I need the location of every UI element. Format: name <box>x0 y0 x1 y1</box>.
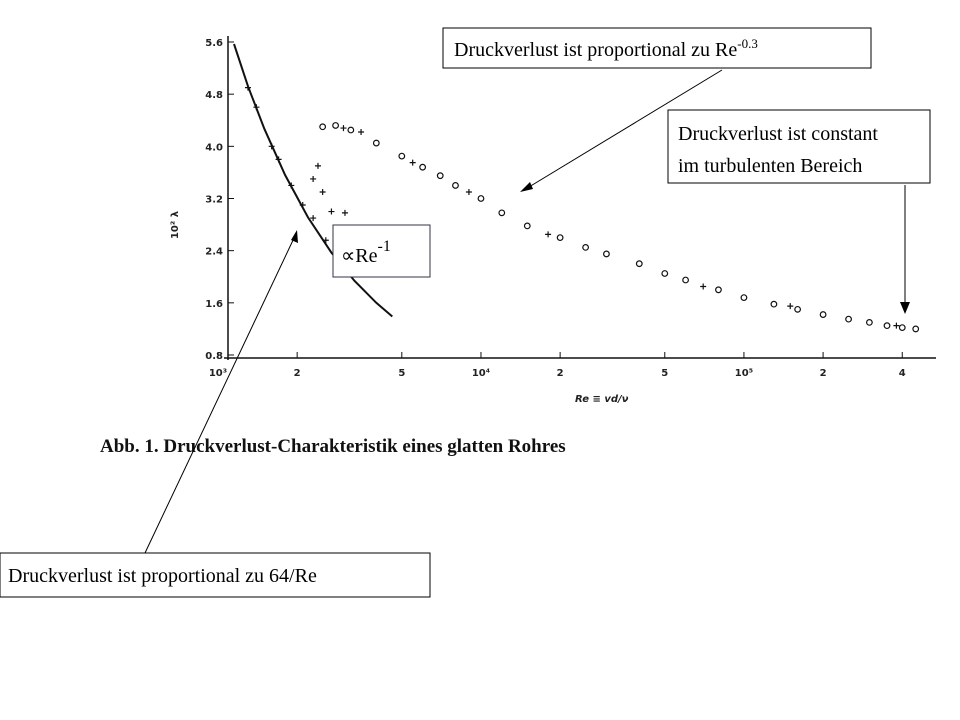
data-point <box>310 215 317 222</box>
data-point <box>319 188 326 195</box>
data-point <box>341 209 348 216</box>
data-point <box>603 250 610 258</box>
data-point <box>310 175 317 182</box>
x-tick-label: 2 <box>294 368 301 379</box>
annotation: Druckverlust ist proportional zu Re-0.3 <box>454 36 758 61</box>
data-point <box>893 322 900 329</box>
data-point <box>436 172 444 180</box>
data-point <box>409 159 416 166</box>
data-point <box>332 122 339 129</box>
annotation-arrow <box>523 69 723 191</box>
x-tick-label: 10⁴ <box>472 368 490 379</box>
annotation: im turbulenten Bereich <box>678 155 862 177</box>
x-tick-label: 10⁵ <box>735 368 753 379</box>
data-point <box>268 143 275 150</box>
annotation: Druckverlust ist proportional zu 64/Re <box>8 565 317 587</box>
x-tick-label: 2 <box>820 368 827 379</box>
data-point <box>740 294 748 302</box>
data-point <box>883 322 891 330</box>
annotation-box <box>0 552 431 598</box>
arrow-head <box>900 302 910 314</box>
y-tick-label: 2.4 <box>205 247 223 258</box>
data-point <box>865 318 873 326</box>
x-tick-label: 10³ <box>209 368 227 379</box>
data-point <box>477 195 485 202</box>
data-point <box>498 209 506 217</box>
data-point <box>523 222 531 230</box>
annotation-box <box>667 109 931 184</box>
annotation-arrow <box>144 235 296 554</box>
data-point <box>556 234 564 242</box>
data-point <box>328 208 335 215</box>
data-point <box>715 286 722 294</box>
data-point <box>358 128 365 135</box>
data-point <box>661 270 669 277</box>
laminar-curve <box>233 43 393 318</box>
data-point <box>299 202 306 209</box>
data-point <box>582 244 590 251</box>
data-point <box>340 125 347 132</box>
data-point <box>288 182 295 189</box>
arrow-head <box>291 230 298 243</box>
data-point <box>682 276 689 284</box>
data-point <box>319 123 327 131</box>
data-point <box>253 104 260 111</box>
data-point <box>545 231 552 238</box>
x-tick-label: 5 <box>661 368 668 379</box>
data-point <box>819 311 827 318</box>
x-tick-label: 2 <box>557 368 564 379</box>
y-tick-label: 0.8 <box>205 351 223 362</box>
x-tick-label: 5 <box>398 368 405 379</box>
annotation-box <box>442 27 872 69</box>
data-point <box>372 139 380 147</box>
data-point <box>700 283 707 290</box>
data-point <box>322 237 329 244</box>
data-point <box>398 152 406 160</box>
annotation: ∝Re-1 <box>341 238 391 267</box>
data-point <box>465 188 472 195</box>
y-tick-label: 4.0 <box>205 142 223 153</box>
data-point <box>244 84 251 91</box>
data-point <box>419 163 427 171</box>
plot-area: 0.8 1.6 2.4 3.2 4.0 4.8 5.6 10³ 2 5 10⁴ 2 5 10⁵ 2 4 <box>205 36 936 379</box>
y-tick-label: 1.6 <box>205 299 223 310</box>
data-point <box>347 126 355 134</box>
data-point <box>452 182 459 189</box>
data-point <box>787 303 794 310</box>
data-point <box>275 156 282 163</box>
data-point <box>898 324 906 332</box>
y-tick-label: 4.8 <box>205 90 223 101</box>
data-point <box>635 260 643 268</box>
y-tick-label: 5.6 <box>205 38 223 49</box>
data-point <box>794 305 802 313</box>
figure-caption: Abb. 1. Druckverlust-Charakteristik eine… <box>100 436 566 457</box>
annotation-box <box>332 224 431 278</box>
data-point <box>770 300 778 308</box>
arrow-head <box>520 182 533 192</box>
data-point <box>845 315 852 323</box>
y-tick-label: 3.2 <box>205 195 223 206</box>
annotation: Druckverlust ist constant <box>678 123 878 145</box>
data-point <box>314 162 321 169</box>
x-axis-label: Re ≡ vd/ν <box>575 394 629 405</box>
y-axis-label: 10² λ <box>170 210 181 239</box>
data-point <box>912 325 920 333</box>
x-tick-label: 4 <box>899 368 906 379</box>
